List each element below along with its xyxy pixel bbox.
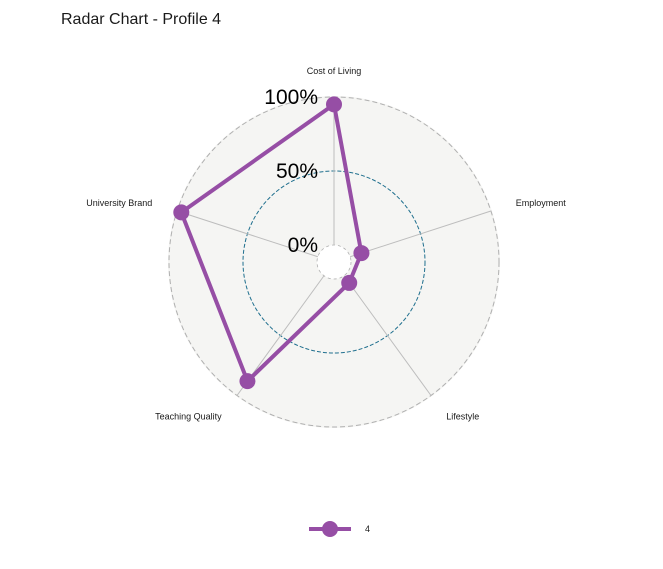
- radar-center-hole: [317, 245, 351, 279]
- chart-title: Radar Chart - Profile 4: [61, 11, 222, 28]
- legend: 4: [305, 518, 370, 540]
- radar-axis-labels: Cost of Living Employment Lifestyle Teachin…: [86, 66, 566, 422]
- radar-grid-labels: 0% 50% 100%: [264, 86, 318, 257]
- axis-spoke: [176, 210, 318, 258]
- axis-label: University Brand: [86, 198, 152, 208]
- data-point: [341, 274, 358, 291]
- data-point: [239, 373, 256, 390]
- radar-grid: [168, 96, 500, 428]
- series-line: [179, 102, 364, 384]
- grid-label: 100%: [264, 86, 318, 109]
- radar-series: [173, 96, 370, 390]
- axis-label: Teaching Quality: [155, 412, 222, 422]
- grid-label: 0%: [288, 234, 318, 257]
- axis-label: Employment: [516, 198, 567, 208]
- data-point: [173, 204, 190, 221]
- data-point: [326, 96, 342, 113]
- axis-spoke: [343, 275, 432, 396]
- axis-label: Lifestyle: [446, 412, 479, 422]
- axis-spoke: [350, 210, 492, 258]
- grid-label: 50%: [276, 160, 318, 183]
- legend-key: [309, 521, 351, 537]
- data-point: [353, 245, 370, 262]
- legend-key-marker: [322, 521, 338, 537]
- axis-label: Cost of Living: [307, 66, 362, 76]
- legend-label: 4: [365, 524, 371, 534]
